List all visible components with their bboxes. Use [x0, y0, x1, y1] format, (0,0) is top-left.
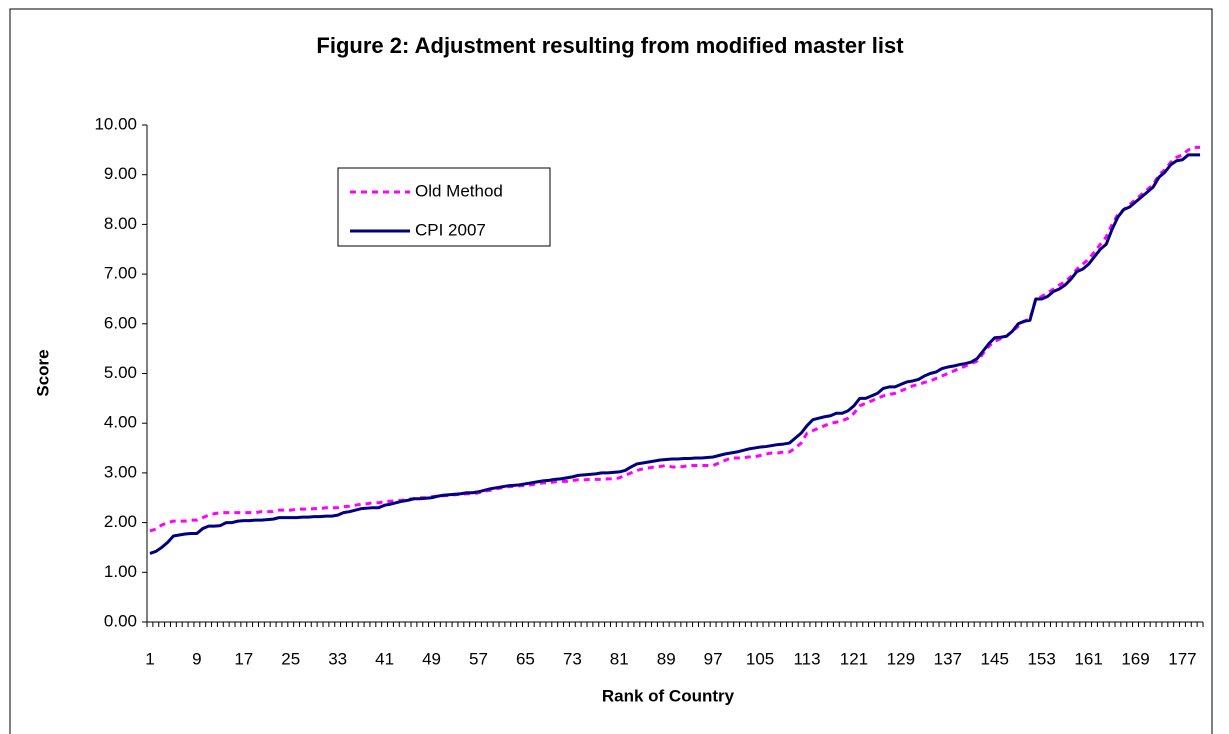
- y-tick-label: 3.00: [104, 462, 137, 481]
- x-tick-label: 33: [328, 649, 347, 668]
- y-tick-label: 7.00: [104, 264, 137, 283]
- x-tick-label: 169: [1121, 649, 1149, 668]
- x-tick-label: 73: [563, 649, 582, 668]
- x-tick-label: 97: [704, 649, 723, 668]
- y-tick-label: 9.00: [104, 164, 137, 183]
- y-tick-label: 1.00: [104, 562, 137, 581]
- x-tick-label: 177: [1168, 649, 1196, 668]
- y-tick-label: 8.00: [104, 214, 137, 233]
- y-tick-label: 10.00: [94, 114, 137, 133]
- y-tick-label: 2.00: [104, 512, 137, 531]
- series-line: [149, 153, 1201, 555]
- y-tick-label: 4.00: [104, 413, 137, 432]
- x-tick-label: 113: [793, 649, 820, 668]
- y-tick-label: 6.00: [104, 313, 137, 332]
- x-tick-label: 57: [469, 649, 488, 668]
- legend-label: CPI 2007: [415, 220, 486, 239]
- chart-frame: [9, 8, 1213, 734]
- x-tick-label: 129: [887, 649, 915, 668]
- x-tick-label: 17: [234, 649, 253, 668]
- x-tick-label: 1: [145, 649, 154, 668]
- legend-box: [337, 167, 551, 247]
- x-tick-label: 105: [746, 649, 774, 668]
- x-tick-label: 81: [610, 649, 629, 668]
- x-axis-label: Rank of Country: [602, 686, 735, 705]
- y-axis-label: Score: [33, 349, 52, 396]
- y-tick-label: 0.00: [104, 611, 137, 630]
- x-tick-label: 89: [657, 649, 676, 668]
- x-tick-label: 153: [1027, 649, 1055, 668]
- x-tick-label: 65: [516, 649, 535, 668]
- x-tick-label: 137: [934, 649, 962, 668]
- x-tick-label: 25: [281, 649, 300, 668]
- x-tick-label: 41: [375, 649, 394, 668]
- legend-label: Old Method: [415, 181, 503, 200]
- y-tick-label: 5.00: [104, 363, 137, 382]
- x-tick-label: 121: [840, 649, 868, 668]
- x-tick-label: 161: [1074, 649, 1102, 668]
- x-tick-label: 9: [192, 649, 201, 668]
- x-tick-label: 49: [422, 649, 441, 668]
- x-tick-label: 145: [981, 649, 1009, 668]
- chart-title: Figure 2: Adjustment resulting from modi…: [316, 33, 904, 58]
